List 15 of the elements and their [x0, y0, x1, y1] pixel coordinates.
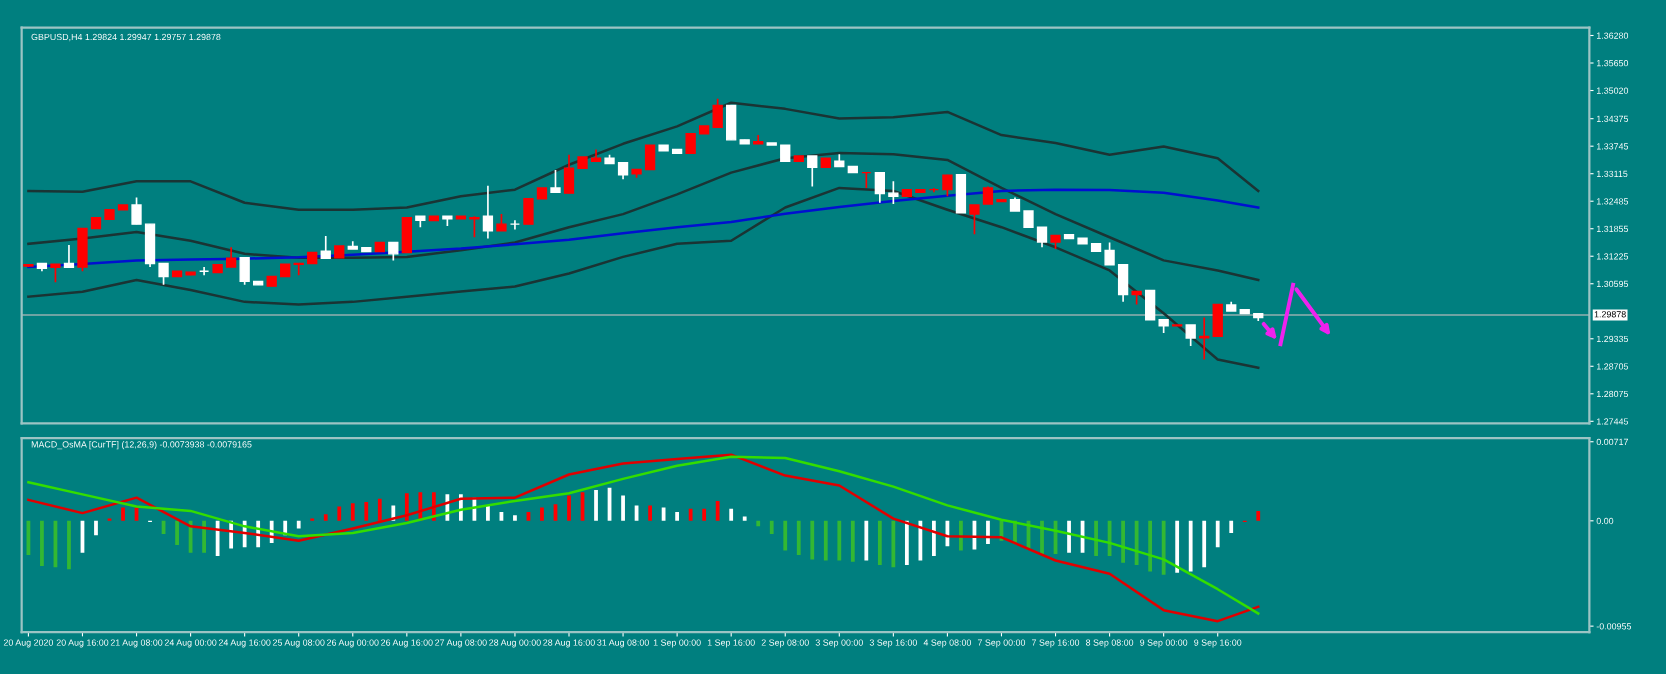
- candlestick: [807, 155, 818, 188]
- candlestick: [401, 216, 412, 254]
- candlestick: [1185, 324, 1196, 347]
- candlestick: [712, 97, 723, 129]
- candlestick: [726, 104, 737, 141]
- candlestick: [63, 244, 75, 269]
- line-series: [27, 186, 1260, 370]
- candlestick: [550, 169, 561, 194]
- line-series: [27, 151, 1260, 282]
- line-series: [27, 101, 1260, 211]
- candlestick: [955, 174, 967, 214]
- candlestick: [482, 184, 494, 240]
- line-series: [27, 188, 1260, 269]
- candlestick: [1212, 303, 1223, 338]
- candlestick: [320, 235, 331, 260]
